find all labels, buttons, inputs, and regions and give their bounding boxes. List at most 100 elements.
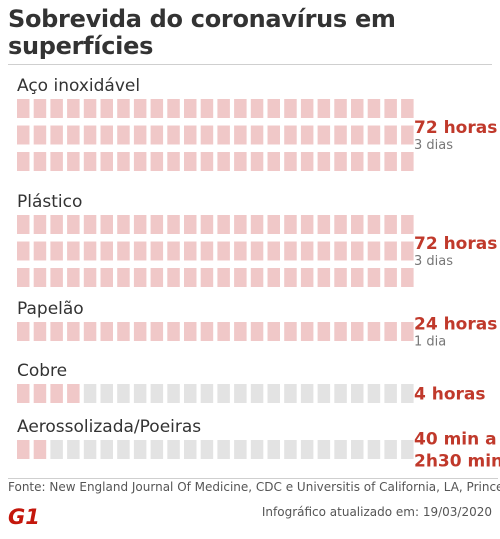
hour-cell [133,125,147,145]
hour-cell [117,99,130,118]
hour-cell [133,322,147,341]
hour-cell [67,241,80,261]
hour-cell [167,440,180,459]
hour-cell [200,99,214,118]
hour-cell [300,440,314,459]
hour-cell [284,268,297,287]
value-label: 72 horas [414,234,497,254]
hour-cell [50,440,63,459]
hour-cell [334,268,347,287]
hour-cell [184,440,197,459]
hour-cell [267,268,280,287]
hour-cell [351,440,364,459]
hour-cell [351,125,364,145]
hour-cell [117,125,130,145]
hour-cell [367,99,381,118]
hour-cell [67,152,80,171]
hour-cell [250,268,264,287]
value-label: 4 horas [414,385,486,405]
hour-cell [200,241,214,261]
hour-cell [351,99,364,118]
hour-cell [133,384,147,403]
hour-cell [317,268,331,287]
hour-cell [117,241,130,261]
hour-cell [117,268,130,287]
hour-cell [167,99,180,118]
hour-cell [317,241,331,261]
hour-cell [133,241,147,261]
hour-cell [351,384,364,403]
hour-cell [234,384,247,403]
hour-cell [167,322,180,341]
hour-cell [250,99,264,118]
hour-cell [401,440,414,459]
hour-cell [167,152,180,171]
hour-cell [267,99,280,118]
hour-cell [234,322,247,341]
hour-cell [384,268,397,287]
hour-cell [83,152,97,171]
hour-cell [100,125,113,145]
hour-cell [267,152,280,171]
hour-cell [267,241,280,261]
hour-cell [83,268,97,287]
hour-cell [317,99,331,118]
category-label: Aerossolizada/Poeiras [17,417,201,437]
hour-cell [50,99,63,118]
hour-cell [217,215,230,234]
hour-cell [184,322,197,341]
hour-cell [250,322,264,341]
hour-cell [284,152,297,171]
hour-cell [117,440,130,459]
hour-cell [83,215,97,234]
hour-cell [367,152,381,171]
hour-cell [284,241,297,261]
hour-cell [217,440,230,459]
hour-cell [33,152,47,171]
hour-cell [367,125,381,145]
source-note: Fonte: New England Journal Of Medicine, … [8,480,500,494]
hour-cell [384,384,397,403]
hour-cell [200,268,214,287]
hour-cell [250,384,264,403]
hour-cell [384,99,397,118]
category-label: Aço inoxidável [17,76,140,96]
hour-cell [17,125,30,145]
hour-cell [367,322,381,341]
hour-cell [317,440,331,459]
hour-cell [317,322,331,341]
hour-cell [217,384,230,403]
hour-cell [17,322,30,341]
hour-cell [67,440,80,459]
hour-cell [100,440,113,459]
hour-cell [184,268,197,287]
hour-cell [334,241,347,261]
hour-cell [284,125,297,145]
hour-cell [133,99,147,118]
hour-cell [367,241,381,261]
hour-cell [133,215,147,234]
value-label: 24 horas [414,315,497,335]
category-label: Cobre [17,361,67,381]
hour-cell [334,125,347,145]
source-divider [8,478,498,479]
hour-cell [234,99,247,118]
hour-cell [334,215,347,234]
hour-cell [167,215,180,234]
hour-cell [100,241,113,261]
hour-cell [50,241,63,261]
hour-cell [234,152,247,171]
hour-cell [184,384,197,403]
hour-cell [217,241,230,261]
hour-cell [234,440,247,459]
hour-cell [267,125,280,145]
hour-cell [17,384,30,403]
hour-cell [217,322,230,341]
hour-cell [284,322,297,341]
hour-cell [33,440,47,459]
hour-cell [267,322,280,341]
hour-cell [250,125,264,145]
hour-cell [217,125,230,145]
hour-cell [317,152,331,171]
hour-cell [33,384,47,403]
